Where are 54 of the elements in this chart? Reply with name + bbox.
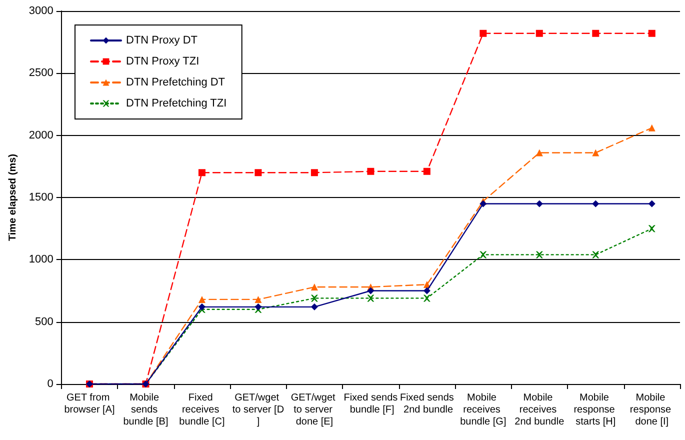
point [423,287,430,294]
point [592,30,600,37]
point [536,149,543,156]
point [648,200,656,208]
x-tick-label: Mobile response starts [H] [574,392,618,428]
x-tick-label: GET/wget to server done [E] [290,392,338,428]
point [367,294,374,302]
point [423,168,430,175]
point [423,294,430,302]
point [198,169,206,176]
point [592,149,600,156]
x-tick-label: Mobile receives 2nd bundle [514,392,565,428]
legend-label: DTN Prefetching TZI [126,98,227,110]
point [310,294,318,302]
point [310,284,318,291]
x-tick-label: Mobile response done [I] [630,392,674,428]
point [592,251,600,258]
point [254,169,262,176]
point [310,169,318,176]
point [254,296,262,303]
y-tick-label: 500 [35,316,54,328]
y-tick-label: 1500 [28,192,54,204]
point [648,30,656,37]
point [254,303,262,310]
legend-label: DTN Proxy TZI [126,56,200,68]
point [367,168,374,175]
y-tick-label: 2500 [28,67,54,80]
point [198,303,206,310]
x-tick-label: GET/wget to server [D] [232,392,284,428]
point [480,200,487,208]
point [536,30,543,37]
y-axis-title: Time elapsed (ms) [8,154,18,242]
x-tick-label: Mobile receives bundle [G] [460,392,506,428]
point [367,287,374,294]
x-tick-label: Mobile sends bundle [B] [123,392,168,428]
point [480,251,487,258]
point [310,303,318,310]
point [198,296,206,303]
point [536,200,543,208]
y-tick-label: 1000 [28,254,54,266]
point [480,30,487,37]
point [592,200,600,208]
legend-label: DTN Proxy DT [126,34,198,46]
point [536,251,543,258]
x-tick-label: Fixed receives bundle [C] [179,392,225,428]
x-tick-label: Fixed sends 2nd bundle [400,392,454,416]
y-tick-label: 0 [47,378,54,390]
point [648,225,656,232]
legend-label: DTN Prefetching DT [126,76,226,88]
y-tick-label: 2000 [28,129,54,142]
point [648,124,656,132]
x-tick-label: Fixed sends bundle [F] [344,392,398,416]
x-tick-label: GET from browser [A] [64,392,115,416]
y-tick-label: 3000 [28,5,54,17]
